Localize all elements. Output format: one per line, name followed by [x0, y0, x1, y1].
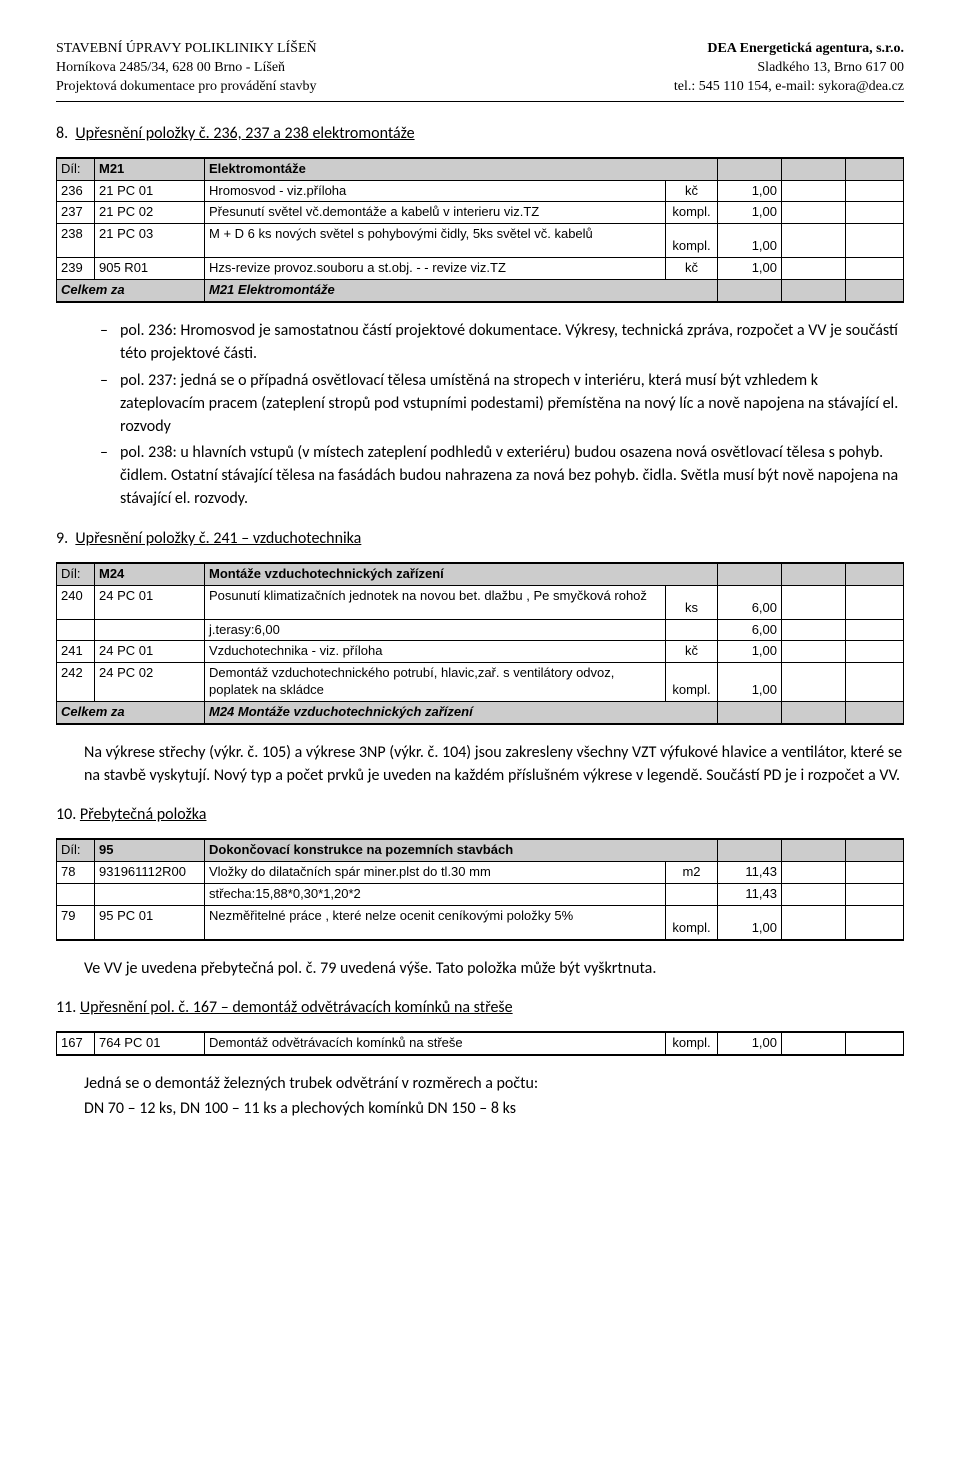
table-167: 167 764 PC 01 Demontáž odvětrávacích kom… — [56, 1031, 904, 1056]
table-row: 239 905 R01 Hzs-revize provoz.souboru a … — [57, 258, 904, 280]
section-10-para: Ve VV je uvedena přebytečná pol. č. 79 u… — [84, 957, 904, 980]
section-10-title: 10. Přebytečná položka — [56, 805, 904, 824]
table-row-sum: Celkem za M24 Montáže vzduchotechnických… — [57, 702, 904, 724]
table-row-header: Díl: M24 Montáže vzduchotechnických zaří… — [57, 563, 904, 585]
table-m21: Díl: M21 Elektromontáže 236 21 PC 01 Hro… — [56, 157, 904, 303]
table-row-sub: j.terasy:6,00 6,00 — [57, 619, 904, 641]
table-row: 79 95 PC 01 Nezměřitelné práce , které n… — [57, 906, 904, 940]
table-row: 241 24 PC 01 Vzduchotechnika - viz. příl… — [57, 641, 904, 663]
table-row-header: Díl: M21 Elektromontáže — [57, 158, 904, 180]
section-8-bullets: pol. 236: Hromosvod je samostatnou částí… — [56, 319, 904, 511]
section-9-title: 9. Upřesnění položky č. 241 – vzduchotec… — [56, 529, 904, 548]
list-item: pol. 237: jedná se o případná osvětlovac… — [100, 369, 904, 439]
list-item: pol. 238: u hlavních vstupů (v místech z… — [100, 441, 904, 511]
hdr-right-3: tel.: 545 110 154, e-mail: sykora@dea.cz — [674, 78, 904, 97]
section-9-para: Na výkrese střechy (výkr. č. 105) a výkr… — [84, 741, 904, 787]
hdr-left-2: Horníkova 2485/34, 628 00 Brno - Líšeň — [56, 59, 317, 78]
table-95: Díl: 95 Dokončovací konstrukce na pozemn… — [56, 838, 904, 940]
table-m24: Díl: M24 Montáže vzduchotechnických zaří… — [56, 562, 904, 725]
table-row: 78 931961112R00 Vložky do dilatačních sp… — [57, 862, 904, 884]
hdr-right-2: Sladkého 13, Brno 617 00 — [674, 59, 904, 78]
table-row: 167 764 PC 01 Demontáž odvětrávacích kom… — [57, 1032, 904, 1055]
table-row: 236 21 PC 01 Hromosvod - viz.příloha kč … — [57, 180, 904, 202]
table-row: 240 24 PC 01 Posunutí klimatizačních jed… — [57, 585, 904, 619]
hdr-left-1: STAVEBNÍ ÚPRAVY POLIKLINIKY LÍŠEŇ — [56, 40, 317, 59]
hdr-right-1: DEA Energetická agentura, s.r.o. — [674, 40, 904, 59]
table-row: 237 21 PC 02 Přesunutí světel vč.demontá… — [57, 202, 904, 224]
section-11-para-2: DN 70 – 12 ks, DN 100 – 11 ks a plechový… — [84, 1097, 904, 1120]
table-row-header: Díl: 95 Dokončovací konstrukce na pozemn… — [57, 839, 904, 861]
section-11-title: 11. Upřesnění pol. č. 167 – demontáž odv… — [56, 998, 904, 1017]
section-11-para-1: Jedná se o demontáž železných trubek odv… — [84, 1072, 904, 1095]
table-row-sub: střecha:15,88*0,30*1,20*2 11,43 — [57, 884, 904, 906]
table-row: 238 21 PC 03 M + D 6 ks nových světel s … — [57, 224, 904, 258]
page-header: STAVEBNÍ ÚPRAVY POLIKLINIKY LÍŠEŇ Horník… — [56, 40, 904, 102]
hdr-left-3: Projektová dokumentace pro provádění sta… — [56, 78, 317, 97]
table-row-sum: Celkem za M21 Elektromontáže — [57, 280, 904, 302]
list-item: pol. 236: Hromosvod je samostatnou částí… — [100, 319, 904, 365]
section-8-title: 8. Upřesnění položky č. 236, 237 a 238 e… — [56, 124, 904, 143]
table-row: 242 24 PC 02 Demontáž vzduchotechnického… — [57, 663, 904, 702]
